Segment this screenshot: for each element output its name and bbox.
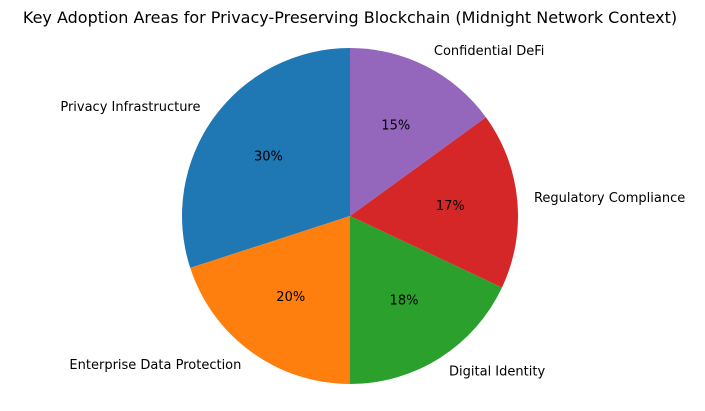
pie-slice-digital-identity (350, 216, 503, 384)
pie-category-labels: Privacy Infrastructure Enterprise Data Pr… (60, 44, 685, 380)
pie-slice-privacy-infrastructure (181, 48, 350, 268)
category-label-enterprise-data-protection: Enterprise Data Protection (69, 358, 241, 373)
pie-percent-labels: 30% 20% 18% 17% 15% (254, 119, 465, 309)
percent-label-confidential-defi: 15% (381, 119, 410, 134)
percent-label-regulatory-compliance: 17% (436, 199, 465, 214)
pie-slice-regulatory-compliance (350, 117, 518, 288)
pie-slice-enterprise-data-protection (190, 216, 350, 384)
chart-title: Key Adoption Areas for Privacy-Preservin… (23, 8, 677, 27)
percent-label-digital-identity: 18% (390, 294, 419, 309)
category-label-regulatory-compliance: Regulatory Compliance (534, 191, 685, 206)
category-label-confidential-defi: Confidential DeFi (434, 44, 545, 59)
pie-slices (181, 48, 518, 384)
percent-label-privacy-infrastructure: 30% (254, 149, 283, 164)
category-label-digital-identity: Digital Identity (449, 365, 545, 380)
pie-slice-confidential-defi (350, 48, 486, 216)
category-label-privacy-infrastructure: Privacy Infrastructure (60, 100, 200, 115)
percent-label-enterprise-data-protection: 20% (276, 290, 305, 305)
